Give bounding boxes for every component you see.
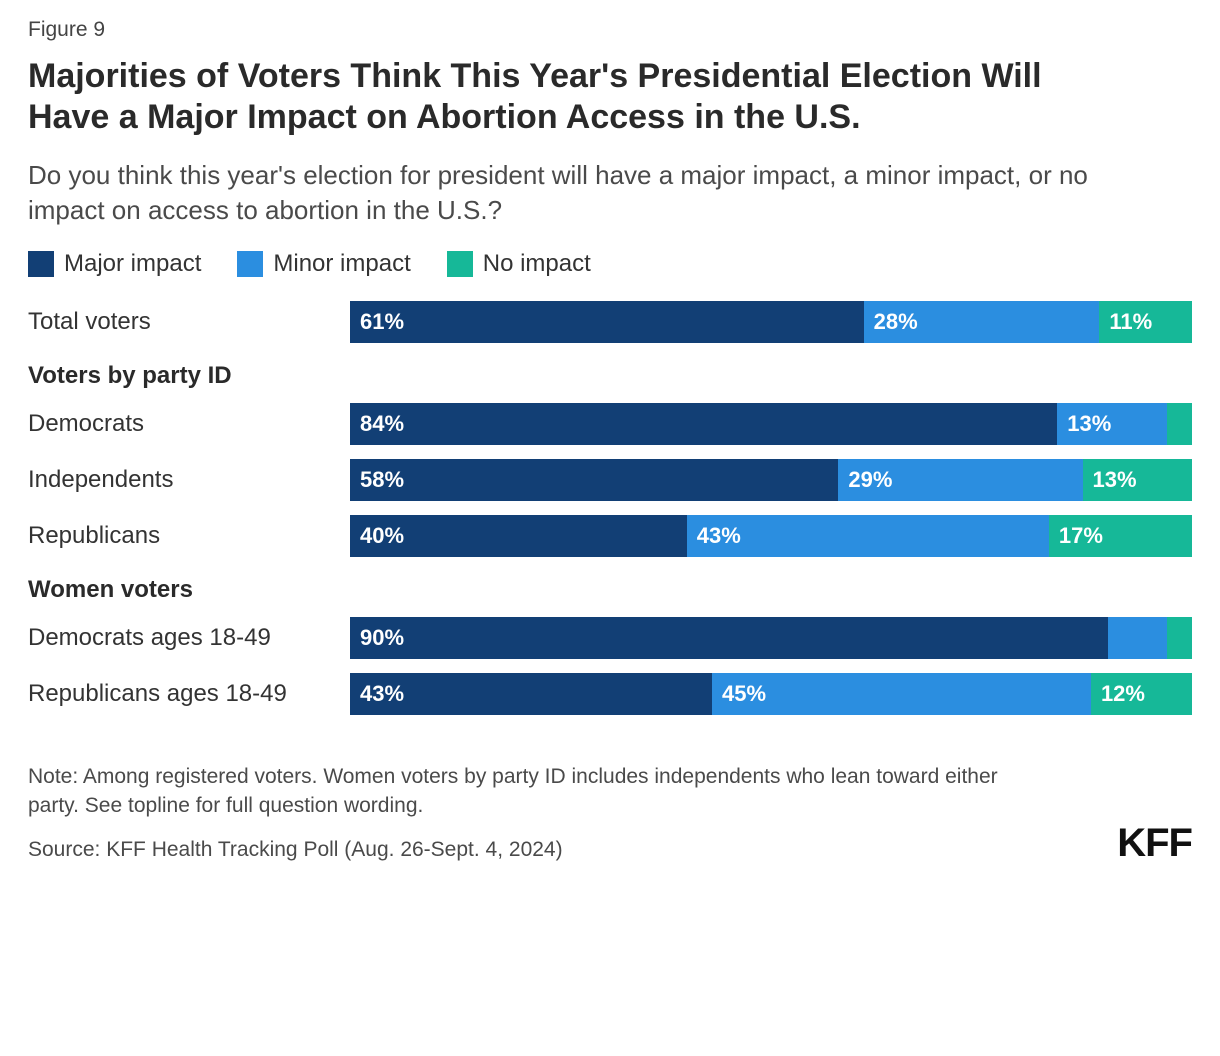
bar-segment-none: [1167, 617, 1192, 659]
legend-item-minor: Minor impact: [237, 250, 410, 278]
survey-question: Do you think this year's election for pr…: [28, 158, 1148, 228]
legend-item-major: Major impact: [28, 250, 201, 278]
bar-segment-none: 17%: [1049, 515, 1192, 557]
bar-row: Independents58%29%13%: [28, 458, 1192, 502]
bar-segment-minor: [1108, 617, 1167, 659]
bar-segment-major: 43%: [350, 673, 712, 715]
bar-segment-major: 90%: [350, 617, 1108, 659]
bar-segment-none: 11%: [1099, 301, 1192, 343]
bar-segment-minor: 28%: [864, 301, 1100, 343]
figure-container: Figure 9 Majorities of Voters Think This…: [0, 0, 1220, 886]
bar-row: Republicans40%43%17%: [28, 514, 1192, 558]
legend-label-minor: Minor impact: [273, 250, 410, 278]
figure-number: Figure 9: [28, 18, 1192, 42]
bar-segment-major: 61%: [350, 301, 864, 343]
bar-row: Total voters61%28%11%: [28, 300, 1192, 344]
group-header: Women voters: [28, 570, 1192, 610]
bar-segment-minor: 13%: [1057, 403, 1166, 445]
row-label: Total voters: [28, 308, 350, 336]
bar-segment-major: 40%: [350, 515, 687, 557]
stacked-bar: 90%: [350, 617, 1192, 659]
stacked-bar: 58%29%13%: [350, 459, 1192, 501]
legend-swatch-none: [447, 251, 473, 277]
bar-segment-minor: 29%: [838, 459, 1082, 501]
row-label: Independents: [28, 466, 350, 494]
row-label: Republicans: [28, 522, 350, 550]
stacked-bar: 84%13%: [350, 403, 1192, 445]
row-label: Democrats: [28, 410, 350, 438]
chart-title: Majorities of Voters Think This Year's P…: [28, 56, 1088, 138]
legend-label-none: No impact: [483, 250, 591, 278]
row-label: Democrats ages 18-49: [28, 624, 350, 652]
bar-segment-minor: 45%: [712, 673, 1091, 715]
legend-label-major: Major impact: [64, 250, 201, 278]
bar-segment-major: 58%: [350, 459, 838, 501]
row-label: Republicans ages 18-49: [28, 680, 350, 708]
footnote: Note: Among registered voters. Women vot…: [28, 762, 1048, 821]
bar-segment-none: 12%: [1091, 673, 1192, 715]
legend-swatch-major: [28, 251, 54, 277]
bar-segment-minor: 43%: [687, 515, 1049, 557]
stacked-bar: 40%43%17%: [350, 515, 1192, 557]
group-header-label: Voters by party ID: [28, 362, 350, 390]
stacked-bar: 61%28%11%: [350, 301, 1192, 343]
group-header: Voters by party ID: [28, 356, 1192, 396]
bar-segment-none: [1167, 403, 1192, 445]
legend-swatch-minor: [237, 251, 263, 277]
stacked-bar: 43%45%12%: [350, 673, 1192, 715]
group-header-label: Women voters: [28, 576, 350, 604]
chart-footer: Note: Among registered voters. Women vot…: [28, 762, 1192, 864]
legend-item-none: No impact: [447, 250, 591, 278]
bar-row: Republicans ages 18-4943%45%12%: [28, 672, 1192, 716]
stacked-bar-chart: Total voters61%28%11%Voters by party IDD…: [28, 300, 1192, 716]
bar-row: Democrats ages 18-4990%: [28, 616, 1192, 660]
kff-logo: KFF: [1117, 821, 1192, 866]
legend: Major impact Minor impact No impact: [28, 250, 1192, 278]
source-line: Source: KFF Health Tracking Poll (Aug. 2…: [28, 835, 1048, 864]
bar-segment-none: 13%: [1083, 459, 1192, 501]
bar-segment-major: 84%: [350, 403, 1057, 445]
bar-row: Democrats84%13%: [28, 402, 1192, 446]
